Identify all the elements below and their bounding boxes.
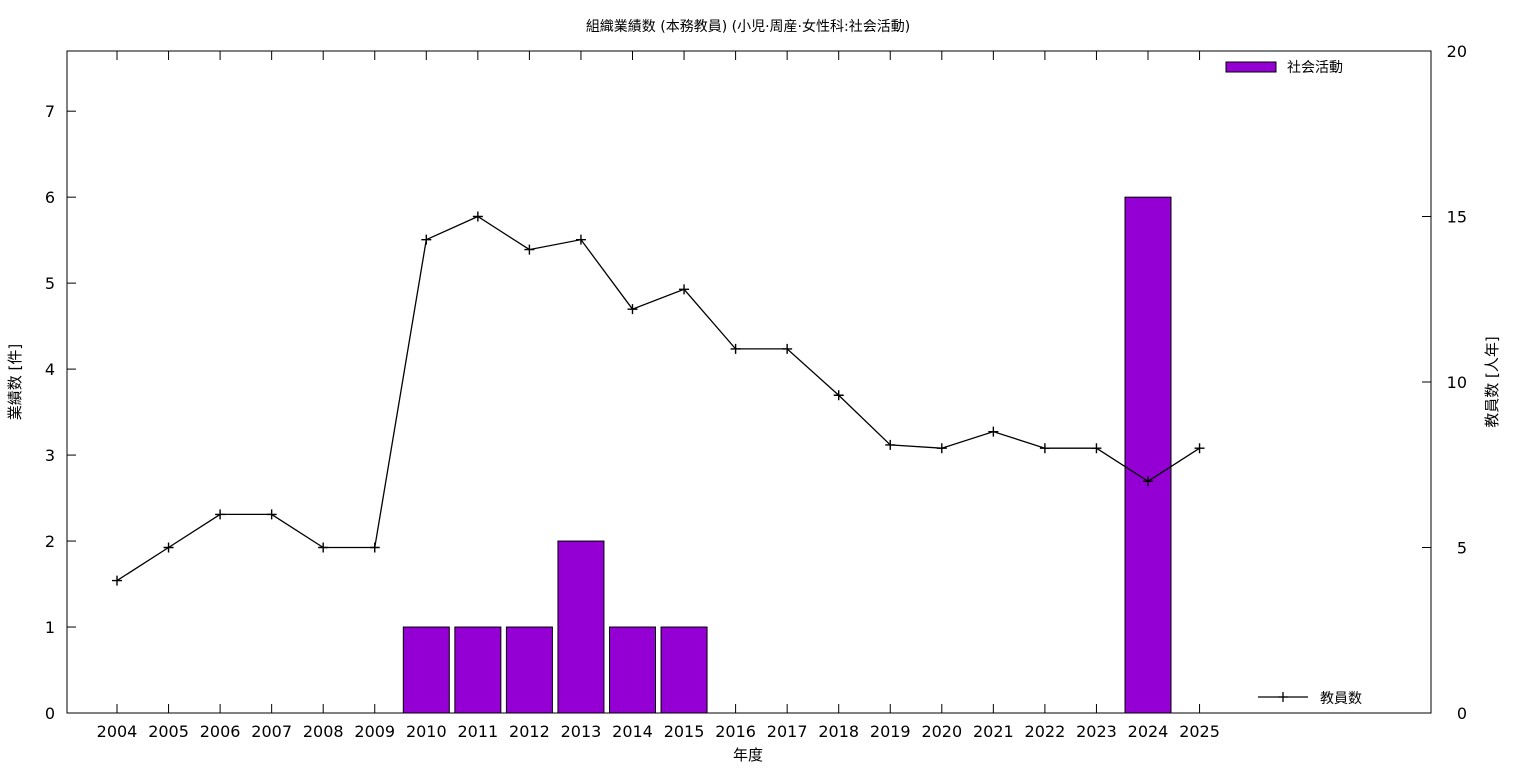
y-axis-label: 業績数 [件] [6, 344, 24, 420]
line-point [266, 509, 277, 520]
line-point [1143, 476, 1153, 487]
y-tick-label: 2 [45, 532, 55, 551]
y-tick-label: 0 [45, 704, 55, 723]
bar-series [402, 196, 1172, 714]
legend-line-marker [1278, 692, 1288, 702]
y2-axis-label: 教員数 [人年] [1483, 336, 1501, 427]
bar [557, 540, 605, 714]
line-point [524, 244, 535, 255]
bar [454, 626, 502, 714]
legend-bar-swatch [1225, 61, 1277, 73]
legend-bar: 社会活動 [1225, 60, 1343, 76]
x-tick-label: 2005 [148, 722, 189, 741]
line-point [215, 509, 226, 520]
line-point [679, 284, 690, 295]
line-point [1091, 443, 1102, 454]
y2-tick-label: 15 [1447, 208, 1467, 227]
line-point [988, 426, 999, 437]
line-point [1039, 443, 1050, 454]
plot-area-frame [66, 50, 1432, 714]
y-tick-label: 7 [45, 102, 55, 121]
x-tick-label: 2022 [1025, 722, 1066, 741]
x-tick-label: 2025 [1179, 722, 1220, 741]
x-tick-label: 2011 [457, 722, 498, 741]
legend-line: 教員数 [1258, 691, 1362, 707]
chart-title: 組織業績数 (本務教員) (小児·周産·女性科:社会活動) [586, 18, 910, 35]
line-point [112, 575, 122, 586]
x-tick-label: 2019 [870, 722, 911, 741]
x-tick-label: 2004 [97, 722, 138, 741]
x-tick-label: 2009 [354, 722, 395, 741]
line-point [730, 343, 741, 354]
line-point [1194, 443, 1205, 454]
x-tick-label: 2010 [406, 722, 447, 741]
legend-line-label: 教員数 [1320, 691, 1362, 707]
y2-tick-label: 10 [1447, 373, 1467, 392]
x-tick-label: 2020 [921, 722, 962, 741]
x-tick-label: 2007 [251, 722, 292, 741]
x-tick-label: 2015 [664, 722, 705, 741]
line-point [163, 542, 174, 553]
line-point [318, 542, 329, 553]
y2-tick-label: 5 [1457, 539, 1467, 558]
line-point [885, 439, 896, 450]
x-tick-label: 2017 [767, 722, 808, 741]
y-tick-label: 4 [45, 360, 55, 379]
right-axis: 0 5 10 15 20 [1422, 42, 1467, 723]
line-point [833, 390, 844, 401]
x-tick-label: 2008 [303, 722, 344, 741]
bar [402, 626, 450, 714]
x-tick-label: 2012 [509, 722, 550, 741]
x-tick-label: 2023 [1076, 722, 1117, 741]
x-tick-label: 2016 [715, 722, 756, 741]
x-tick-label: 2024 [1128, 722, 1169, 741]
line-point [575, 234, 586, 245]
line-point [421, 234, 432, 245]
x-tick-label: 2014 [612, 722, 653, 741]
y-tick-label: 6 [45, 188, 55, 207]
line-point [627, 304, 638, 315]
y-tick-label: 5 [45, 274, 55, 293]
x-tick-label: 2013 [561, 722, 602, 741]
y2-tick-label: 0 [1457, 704, 1467, 723]
bar [1124, 196, 1172, 714]
legend-bar-label: 社会活動 [1287, 60, 1343, 76]
line-point [369, 542, 380, 553]
y-tick-label: 3 [45, 446, 55, 465]
line-point [782, 343, 793, 354]
y2-tick-label: 20 [1447, 42, 1467, 61]
x-axis-label: 年度 [733, 746, 763, 764]
left-axis: 0 1 2 3 4 5 6 7 [45, 102, 76, 723]
line-series [112, 211, 1205, 586]
x-axis: 2004 2005 2006 2007 2008 2009 2010 2011 2012 2013… [97, 51, 1220, 741]
x-tick-label: 2021 [973, 722, 1014, 741]
line-path [116, 215, 1200, 582]
bar [660, 626, 708, 714]
bar [505, 626, 553, 714]
y-tick-label: 1 [45, 618, 55, 637]
line-point [936, 443, 947, 454]
x-tick-label: 2018 [818, 722, 859, 741]
x-tick-label: 2006 [200, 722, 241, 741]
bar [609, 626, 656, 714]
line-point [472, 211, 483, 222]
